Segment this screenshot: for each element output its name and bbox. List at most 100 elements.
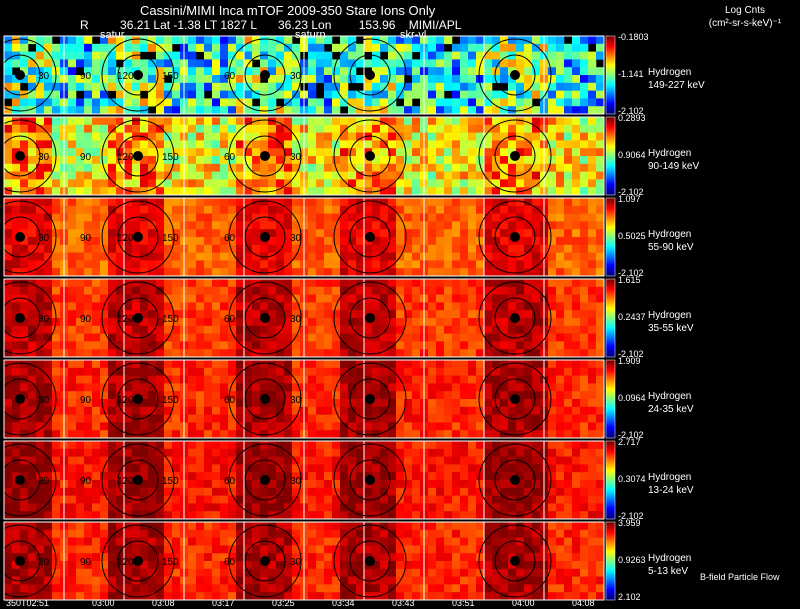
heatmap-cell: [196, 43, 205, 52]
heatmap-cell: [100, 399, 109, 408]
colorbar-segment: [606, 49, 615, 52]
colorbar-segment: [606, 489, 615, 493]
heatmap-cell: [20, 260, 29, 269]
heatmap-cell: [284, 221, 293, 230]
heatmap-cell: [292, 279, 301, 288]
heatmap-cell: [276, 244, 285, 253]
heatmap-cell: [572, 67, 581, 76]
heatmap-cell: [428, 456, 437, 465]
heatmap-cell: [364, 430, 373, 439]
heatmap-cell: [20, 448, 29, 457]
heatmap-cell: [508, 325, 517, 334]
heatmap-cell: [220, 325, 229, 334]
heatmap-cell: [132, 213, 141, 222]
heatmap-cell: [516, 98, 525, 107]
heatmap-cell: [252, 503, 261, 512]
heatmap-cell: [508, 140, 517, 149]
heatmap-cell: [84, 221, 93, 230]
heatmap-cell: [132, 406, 141, 415]
heatmap-cell: [188, 213, 197, 222]
heatmap-cell: [140, 237, 149, 246]
heatmap-cell: [356, 213, 365, 222]
heatmap-cell: [436, 268, 445, 277]
heatmap-cell: [124, 43, 133, 52]
heatmap-cell: [516, 205, 525, 214]
heatmap-cell: [68, 117, 77, 126]
heatmap-cell: [244, 187, 253, 196]
heatmap-cell: [556, 375, 565, 384]
heatmap-cell: [20, 198, 29, 207]
pitch-angle-contour: [0, 297, 41, 339]
heatmap-cell: [380, 90, 389, 99]
heatmap-cell: [436, 456, 445, 465]
heatmap-cell: [332, 456, 341, 465]
heatmap-cell: [436, 213, 445, 222]
heatmap-cell: [268, 318, 277, 327]
heatmap-cell: [260, 140, 269, 149]
heatmap-cell: [596, 399, 605, 408]
heatmap-cell: [388, 117, 397, 126]
pitch-angle-contour: [349, 54, 391, 96]
heatmap-cell: [444, 464, 453, 473]
heatmap-cell: [524, 237, 533, 246]
heatmap-cell: [4, 179, 13, 188]
heatmap-cell: [396, 187, 405, 196]
heatmap-cell: [284, 244, 293, 253]
heatmap-cell: [476, 422, 485, 431]
heatmap-cell: [524, 98, 533, 107]
heatmap-cell: [580, 43, 589, 52]
heatmap-cell: [52, 383, 61, 392]
heatmap-cell: [436, 503, 445, 512]
heatmap-cell: [412, 310, 421, 319]
heatmap-cell: [196, 268, 205, 277]
angle-label: 60: [224, 395, 236, 406]
heatmap-cell: [220, 140, 229, 149]
heatmap-cell: [404, 106, 413, 115]
heatmap-cell: [340, 464, 349, 473]
heatmap-cell: [380, 268, 389, 277]
heatmap-cell: [52, 140, 61, 149]
heatmap-cell: [556, 213, 565, 222]
heatmap-cell: [468, 279, 477, 288]
heatmap-cell: [548, 205, 557, 214]
heatmap-cell: [12, 325, 21, 334]
heatmap-cell: [564, 430, 573, 439]
heatmap-cell: [564, 237, 573, 246]
heatmap-cell: [388, 213, 397, 222]
heatmap-cell: [436, 179, 445, 188]
colorbar-segment: [606, 420, 615, 423]
heatmap-cell: [220, 511, 229, 520]
heatmap-cell: [476, 75, 485, 84]
heatmap-cell: [156, 75, 165, 84]
heatmap-cell: [516, 286, 525, 295]
colorbar-segment: [606, 209, 615, 213]
heatmap-cell: [228, 132, 237, 141]
colorbar-segment: [606, 67, 615, 70]
heatmap-cell: [356, 51, 365, 60]
heatmap-cell: [292, 205, 301, 214]
heatmap-cell: [108, 221, 117, 230]
colorbar-segment: [606, 491, 615, 495]
heatmap-cell: [92, 399, 101, 408]
heatmap-cell: [316, 51, 325, 60]
heatmap-cell: [76, 148, 85, 157]
heatmap-cell: [588, 487, 597, 496]
heatmap-cell: [4, 294, 13, 303]
heatmap-cell: [140, 59, 149, 68]
colorbar-segment: [606, 84, 615, 88]
heatmap-cell: [140, 333, 149, 342]
heatmap-cell: [316, 286, 325, 295]
heatmap-cell: [524, 179, 533, 188]
heatmap-cell: [564, 406, 573, 415]
heatmap-cell: [460, 414, 469, 423]
heatmap-cell: [524, 422, 533, 431]
heatmap-cell: [292, 286, 301, 295]
heatmap-cell: [220, 487, 229, 496]
heatmap-cell: [316, 414, 325, 423]
heatmap-cell: [444, 140, 453, 149]
heatmap-cell: [524, 448, 533, 457]
heatmap-cell: [204, 59, 213, 68]
heatmap-cell: [100, 213, 109, 222]
heatmap-cell: [212, 333, 221, 342]
heatmap-cell: [36, 406, 45, 415]
